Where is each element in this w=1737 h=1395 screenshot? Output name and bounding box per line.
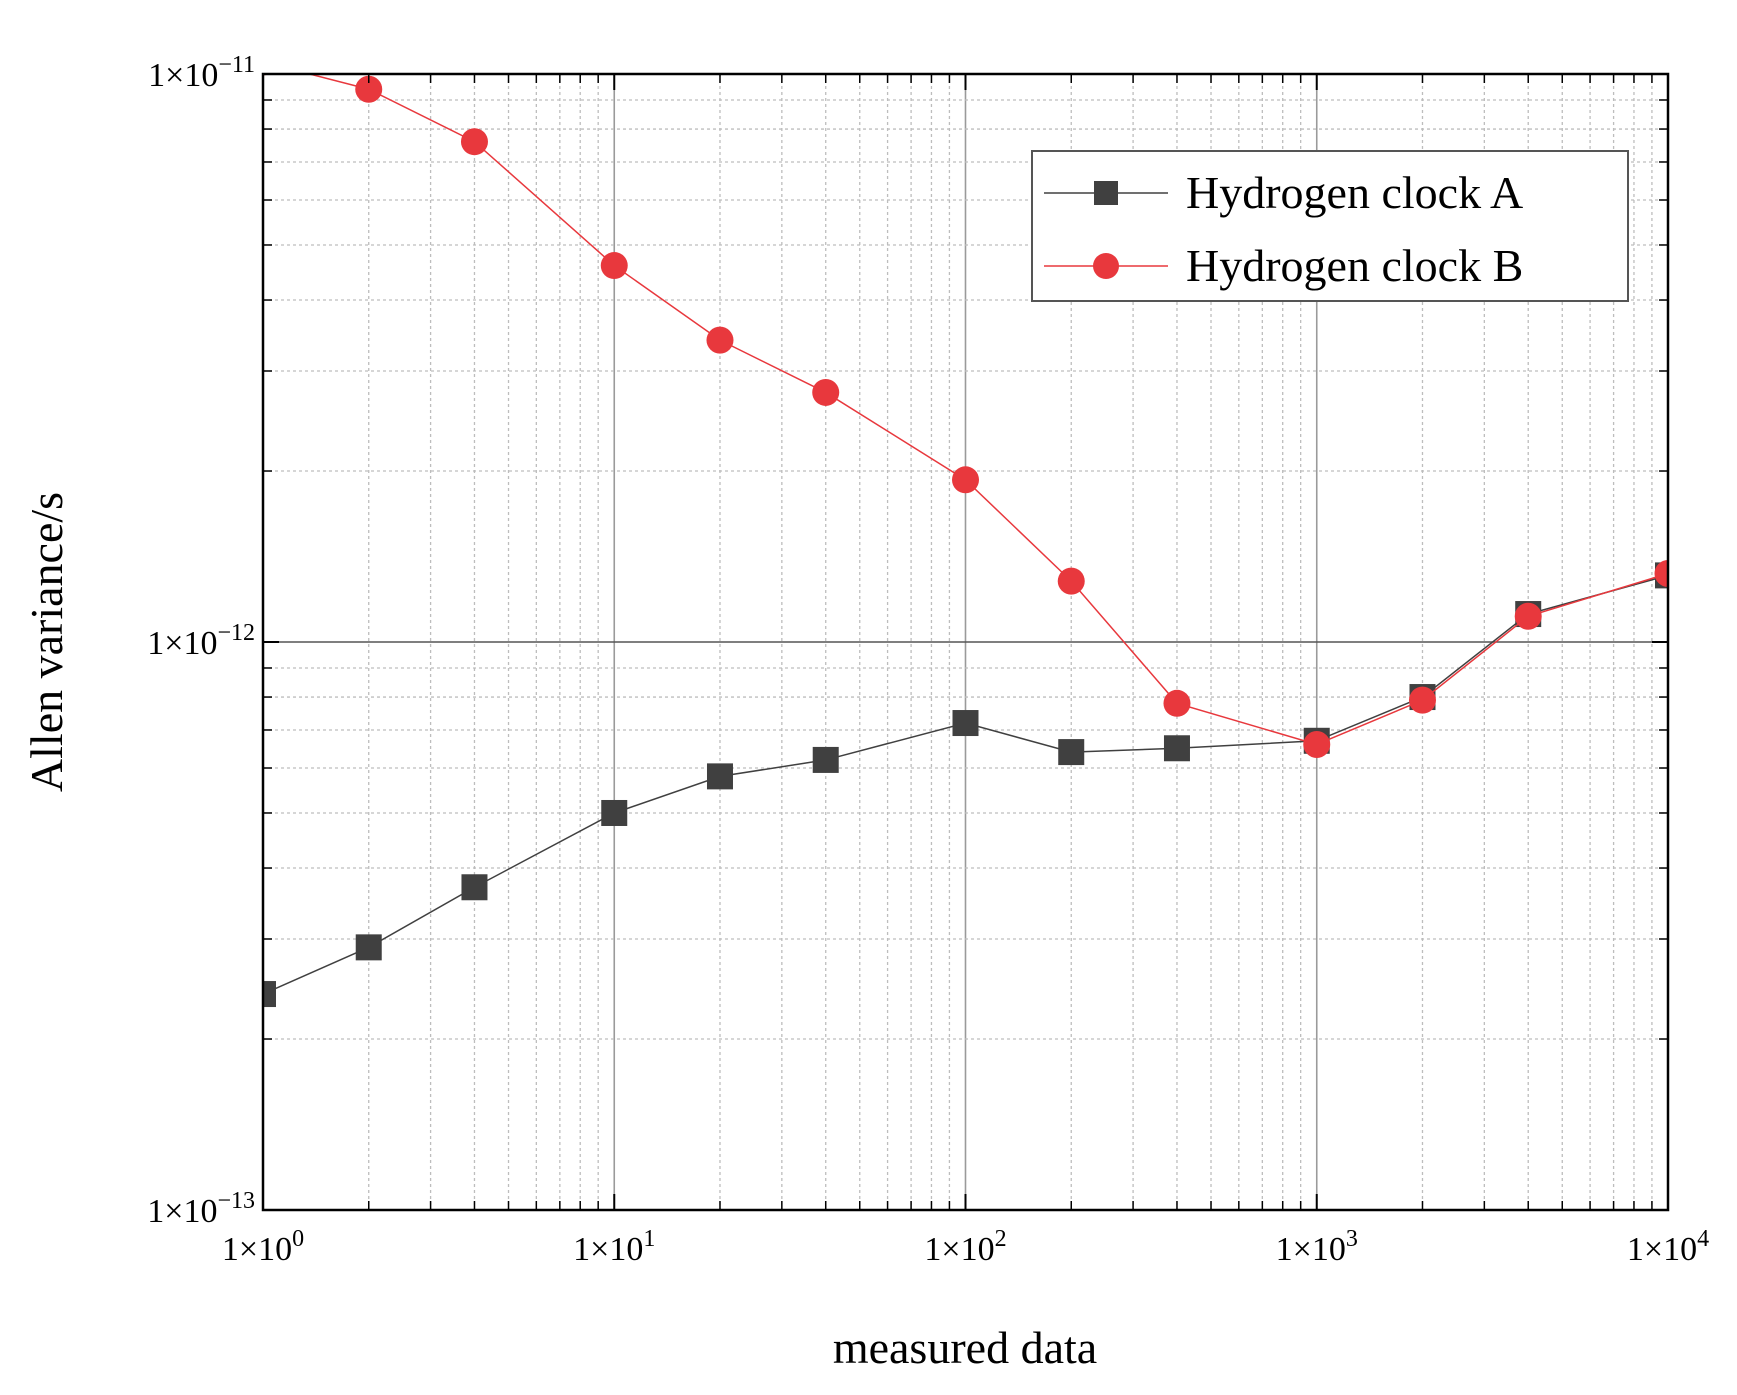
legend-label-b: Hydrogen clock B	[1186, 240, 1523, 291]
x-tick-label: 1×101	[573, 1226, 655, 1268]
tick-labels: 1×100 1×101 1×102 1×103 1×104 1×10−13 1×10−12 1…	[147, 52, 1709, 1268]
data-point-b	[1408, 686, 1436, 714]
data-point-b	[1163, 689, 1191, 717]
tick-marks	[262, 73, 1669, 1211]
data-point-b	[706, 326, 734, 354]
data-point-b	[1303, 730, 1331, 758]
data-point-b	[1654, 560, 1668, 588]
data-point-b	[460, 128, 488, 156]
data-point-a	[952, 710, 979, 737]
data-point-a	[461, 874, 488, 901]
legend-label-a: Hydrogen clock A	[1186, 167, 1523, 218]
legend: Hydrogen clock A Hydrogen clock B	[1031, 150, 1629, 302]
x-tick-label: 1×102	[924, 1226, 1006, 1268]
x-axis-title: measured data	[833, 1322, 1097, 1373]
data-point-a	[263, 981, 276, 1008]
x-tick-label: 1×100	[222, 1226, 304, 1268]
data-point-a	[601, 799, 628, 826]
data-point-a	[1058, 739, 1085, 766]
data-point-b	[1057, 567, 1085, 595]
data-point-b	[812, 378, 840, 406]
x-tick-label: 1×104	[1627, 1226, 1709, 1268]
y-tick-label: 1×10−12	[147, 620, 255, 662]
series-layer	[263, 74, 1668, 1008]
legend-marker-a	[1094, 181, 1118, 205]
data-point-b	[952, 466, 979, 494]
data-point-a	[1163, 735, 1190, 762]
x-tick-label: 1×103	[1276, 1226, 1358, 1268]
y-axis-title: Allen variance/s	[21, 492, 72, 792]
data-point-a	[706, 763, 733, 790]
data-point-b	[355, 75, 383, 103]
data-point-b	[600, 252, 628, 280]
legend-box	[1031, 150, 1629, 302]
y-tick-label: 1×10−13	[147, 1188, 255, 1230]
y-tick-label: 1×10−11	[148, 52, 255, 94]
data-point-a	[355, 934, 382, 961]
data-point-a	[812, 746, 839, 773]
legend-marker-b	[1093, 253, 1119, 279]
data-point-b	[1514, 602, 1542, 630]
